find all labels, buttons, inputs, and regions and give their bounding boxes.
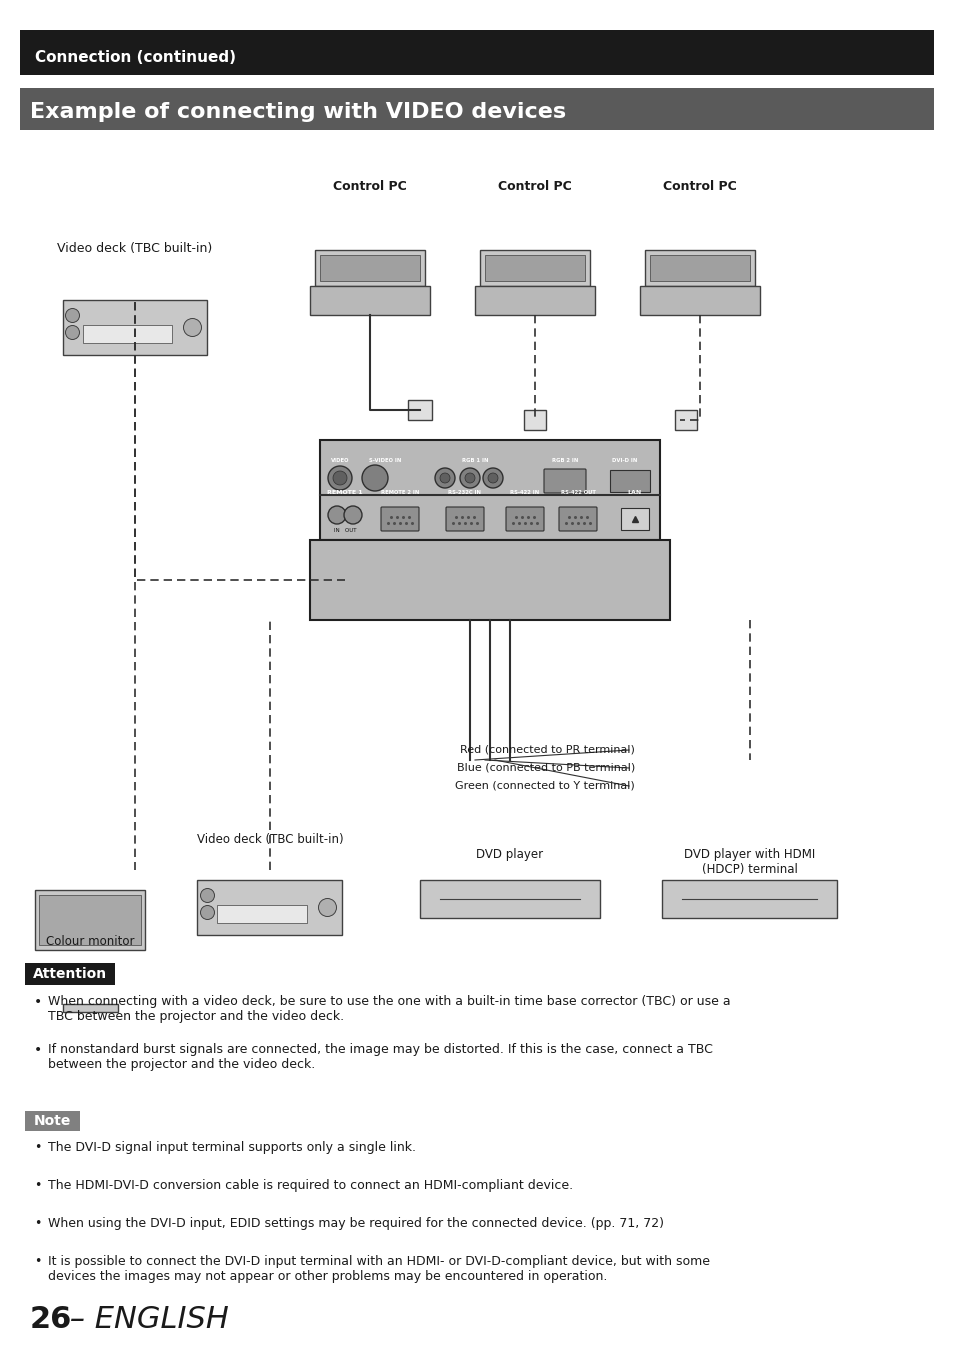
FancyBboxPatch shape: [39, 895, 141, 945]
FancyBboxPatch shape: [20, 30, 933, 76]
Circle shape: [66, 309, 79, 323]
Text: Colour monitor: Colour monitor: [46, 936, 134, 948]
Text: RS-232C IN: RS-232C IN: [448, 490, 481, 495]
Text: •: •: [34, 1256, 42, 1268]
FancyBboxPatch shape: [558, 508, 597, 531]
FancyBboxPatch shape: [419, 880, 599, 918]
Text: Video deck (TBC built-in): Video deck (TBC built-in): [196, 833, 343, 846]
Circle shape: [183, 319, 201, 336]
Text: RS-422 OUT: RS-422 OUT: [560, 490, 595, 495]
Text: If nonstandard burst signals are connected, the image may be distorted. If this : If nonstandard burst signals are connect…: [48, 1044, 712, 1071]
Circle shape: [200, 906, 214, 919]
Text: Control PC: Control PC: [662, 180, 736, 193]
Text: •: •: [34, 995, 42, 1008]
Text: •: •: [34, 1216, 42, 1230]
FancyBboxPatch shape: [675, 410, 697, 431]
FancyBboxPatch shape: [35, 890, 145, 950]
Text: IN   OUT: IN OUT: [334, 528, 355, 533]
Text: Green (connected to Y terminal): Green (connected to Y terminal): [455, 782, 635, 791]
Text: When using the DVI-D input, EDID settings may be required for the connected devi: When using the DVI-D input, EDID setting…: [48, 1216, 663, 1230]
Text: Control PC: Control PC: [497, 180, 571, 193]
FancyBboxPatch shape: [649, 255, 749, 281]
FancyBboxPatch shape: [609, 470, 649, 491]
FancyBboxPatch shape: [63, 1004, 117, 1012]
FancyBboxPatch shape: [310, 540, 669, 620]
Text: The HDMI-DVI-D conversion cable is required to connect an HDMI-compliant device.: The HDMI-DVI-D conversion cable is requi…: [48, 1179, 573, 1192]
Text: Control PC: Control PC: [333, 180, 406, 193]
FancyBboxPatch shape: [639, 286, 760, 315]
FancyBboxPatch shape: [82, 325, 172, 343]
Text: – ENGLISH: – ENGLISH: [60, 1305, 229, 1335]
Text: The DVI-D signal input terminal supports only a single link.: The DVI-D signal input terminal supports…: [48, 1141, 416, 1154]
Circle shape: [333, 471, 347, 485]
FancyBboxPatch shape: [314, 250, 424, 286]
Circle shape: [488, 472, 497, 483]
Text: It is possible to connect the DVI-D input terminal with an HDMI- or DVI-D-compli: It is possible to connect the DVI-D inpu…: [48, 1256, 709, 1282]
FancyBboxPatch shape: [197, 880, 342, 936]
FancyBboxPatch shape: [620, 508, 648, 531]
Text: When connecting with a video deck, be sure to use the one with a built-in time b: When connecting with a video deck, be su…: [48, 995, 730, 1023]
Text: Red (connected to PR terminal): Red (connected to PR terminal): [459, 745, 635, 755]
FancyBboxPatch shape: [505, 508, 543, 531]
Text: 26: 26: [30, 1305, 72, 1335]
FancyBboxPatch shape: [20, 88, 933, 130]
FancyBboxPatch shape: [484, 255, 584, 281]
Circle shape: [344, 506, 361, 524]
FancyBboxPatch shape: [661, 880, 837, 918]
Circle shape: [482, 468, 502, 487]
FancyBboxPatch shape: [644, 250, 754, 286]
Text: VIDEO: VIDEO: [331, 458, 349, 463]
FancyBboxPatch shape: [25, 963, 115, 986]
Circle shape: [328, 506, 346, 524]
Text: RS-422 IN: RS-422 IN: [510, 490, 539, 495]
Text: •: •: [34, 1044, 42, 1057]
Text: REMOTE 1: REMOTE 1: [327, 490, 362, 495]
Circle shape: [328, 466, 352, 490]
Text: Video deck (TBC built-in): Video deck (TBC built-in): [57, 242, 213, 255]
FancyBboxPatch shape: [523, 410, 545, 431]
Circle shape: [361, 464, 388, 491]
FancyBboxPatch shape: [408, 400, 432, 420]
FancyBboxPatch shape: [319, 255, 419, 281]
Circle shape: [318, 899, 336, 917]
Text: DVD player with HDMI
(HDCP) terminal: DVD player with HDMI (HDCP) terminal: [683, 848, 815, 876]
Text: Note: Note: [33, 1114, 71, 1129]
Text: RGB 1 IN: RGB 1 IN: [461, 458, 488, 463]
FancyBboxPatch shape: [380, 508, 418, 531]
Text: DVD player: DVD player: [476, 848, 543, 861]
Text: Attention: Attention: [33, 967, 107, 981]
Circle shape: [459, 468, 479, 487]
FancyBboxPatch shape: [217, 904, 307, 923]
Text: •: •: [34, 1179, 42, 1192]
FancyBboxPatch shape: [63, 300, 208, 355]
FancyBboxPatch shape: [479, 250, 589, 286]
Circle shape: [435, 468, 455, 487]
Text: DVI-D IN: DVI-D IN: [612, 458, 637, 463]
FancyBboxPatch shape: [543, 468, 585, 493]
FancyBboxPatch shape: [310, 286, 430, 315]
Text: REMOTE 2 IN: REMOTE 2 IN: [380, 490, 418, 495]
FancyBboxPatch shape: [319, 440, 659, 540]
Text: Blue (connected to PB terminal): Blue (connected to PB terminal): [456, 763, 635, 774]
Text: Connection (continued): Connection (continued): [35, 50, 235, 65]
Text: Example of connecting with VIDEO devices: Example of connecting with VIDEO devices: [30, 103, 565, 122]
FancyBboxPatch shape: [475, 286, 595, 315]
Circle shape: [66, 325, 79, 339]
Text: RGB 2 IN: RGB 2 IN: [551, 458, 578, 463]
Text: S-VIDEO IN: S-VIDEO IN: [369, 458, 401, 463]
Circle shape: [464, 472, 475, 483]
Circle shape: [439, 472, 450, 483]
Circle shape: [200, 888, 214, 903]
Text: •: •: [34, 1141, 42, 1154]
FancyBboxPatch shape: [446, 508, 483, 531]
FancyBboxPatch shape: [25, 1111, 80, 1131]
Text: LAN: LAN: [627, 490, 641, 495]
